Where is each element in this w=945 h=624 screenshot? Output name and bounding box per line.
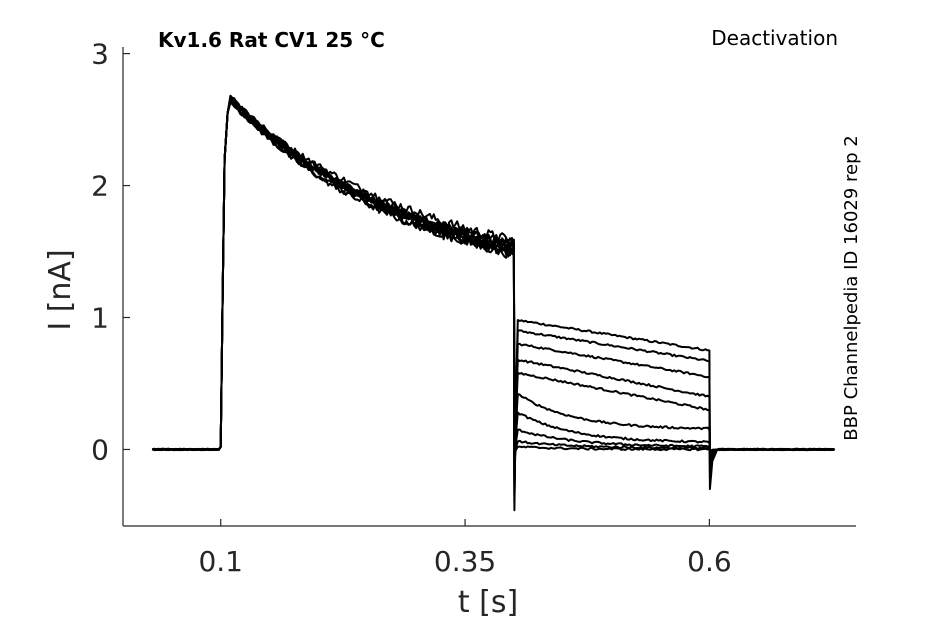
trace-group [151,94,835,512]
current-trace [152,96,835,477]
y-tick-label: 0 [91,433,109,466]
current-trace [152,94,835,512]
y-axis-title: I [nA] [43,249,78,330]
source-annotation: BBP Channelpedia ID 16029 rep 2 [841,135,862,440]
current-trace [151,94,835,456]
plot-area: 0 1 2 3 0.1 0.35 0.6 [91,38,856,578]
current-trace [152,98,835,497]
protocol-annotation: Deactivation [711,26,838,50]
x-axis-title: t [s] [458,585,518,620]
x-tick-label: 0.6 [687,545,732,578]
x-tick-label: 0.35 [434,545,496,578]
y-tick-label: 1 [91,302,109,335]
x-tick-label: 0.1 [198,545,243,578]
current-trace [151,101,835,484]
x-ticks: 0.1 0.35 0.6 [198,519,732,578]
chart-title: Kv1.6 Rat CV1 25 °C [158,28,385,52]
current-trace [151,97,835,471]
current-trace [151,100,835,491]
current-trace [152,98,835,464]
current-trace [151,97,835,504]
y-ticks: 0 1 2 3 [91,38,130,466]
current-trace [151,100,835,459]
y-tick-label: 3 [91,38,109,71]
y-tick-label: 2 [91,170,109,203]
